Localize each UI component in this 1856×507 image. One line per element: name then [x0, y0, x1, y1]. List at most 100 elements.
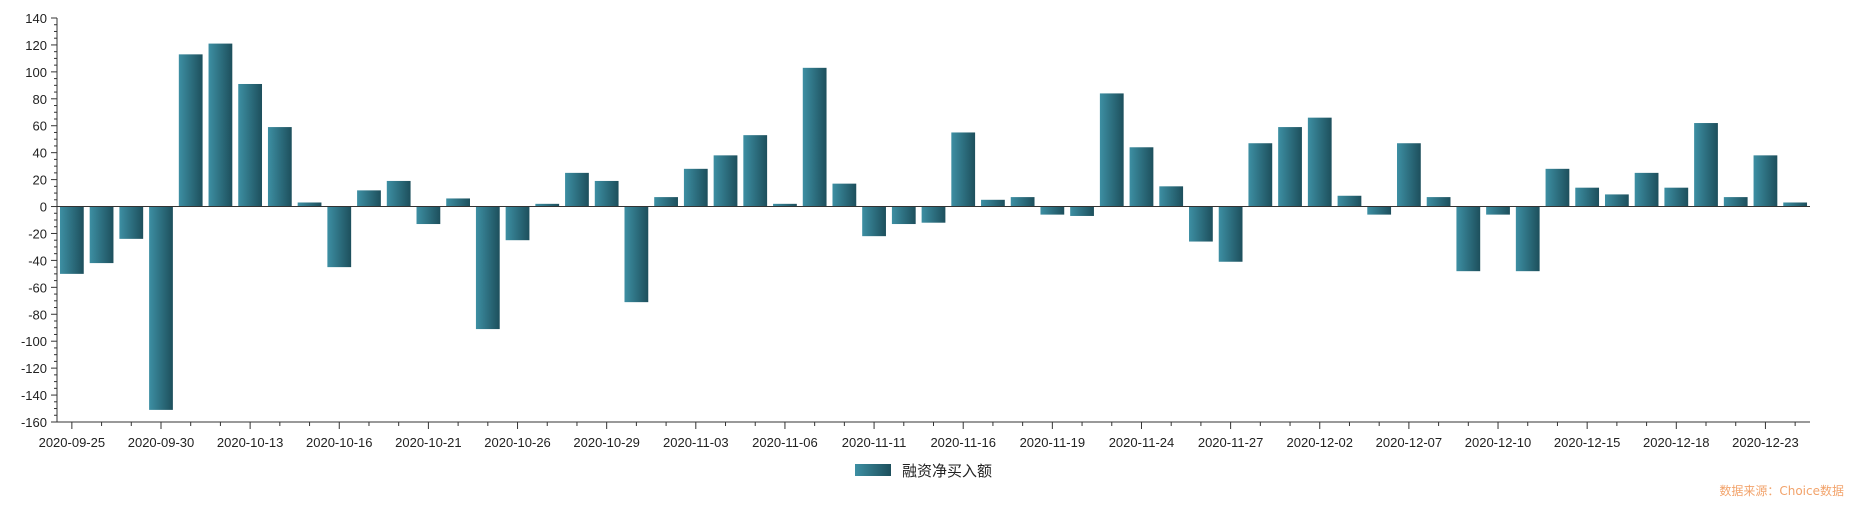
- bar[interactable]: [1634, 172, 1659, 207]
- watermark-text: 数据来源：Choice数据: [1719, 484, 1844, 498]
- bar[interactable]: [535, 203, 560, 207]
- y-tick-label: -120: [21, 361, 47, 376]
- bar[interactable]: [951, 132, 976, 207]
- bar[interactable]: [475, 206, 500, 330]
- bar[interactable]: [1189, 206, 1213, 242]
- y-tick-label: -20: [28, 226, 47, 241]
- x-tick-label: 2020-10-16: [306, 435, 373, 450]
- x-tick-label: 2020-11-03: [663, 435, 729, 450]
- bar[interactable]: [1575, 187, 1600, 207]
- y-tick-label: 100: [25, 65, 47, 80]
- bar[interactable]: [1367, 206, 1392, 215]
- bar[interactable]: [1604, 194, 1629, 207]
- x-tick-label: 2020-11-16: [930, 435, 996, 450]
- y-tick-label: -40: [28, 253, 47, 268]
- x-tick-label: 2020-12-07: [1376, 435, 1443, 450]
- y-tick-label: 40: [33, 146, 47, 161]
- bar[interactable]: [1129, 147, 1154, 207]
- legend[interactable]: 融资净买入额: [855, 462, 992, 480]
- bar[interactable]: [1783, 202, 1808, 207]
- x-tick-label: 2020-12-15: [1554, 435, 1621, 450]
- bar[interactable]: [1278, 127, 1302, 207]
- bar[interactable]: [565, 172, 589, 207]
- bar[interactable]: [683, 168, 708, 207]
- bar[interactable]: [59, 206, 84, 274]
- bar[interactable]: [1159, 186, 1184, 207]
- y-tick-label: -160: [21, 415, 47, 430]
- bar[interactable]: [1248, 143, 1273, 207]
- bar[interactable]: [327, 206, 352, 268]
- bar[interactable]: [178, 54, 203, 207]
- y-tick-label: 0: [40, 200, 47, 215]
- bar[interactable]: [1753, 155, 1778, 207]
- bar[interactable]: [149, 206, 173, 410]
- bar[interactable]: [357, 190, 381, 207]
- x-tick-label: 2020-12-02: [1287, 435, 1354, 450]
- bar[interactable]: [832, 183, 857, 207]
- bar[interactable]: [208, 43, 233, 207]
- bar[interactable]: [862, 206, 886, 237]
- bar[interactable]: [1010, 197, 1035, 207]
- bar[interactable]: [119, 206, 144, 239]
- x-axis: 2020-09-25 2020-09-30 2020-10-13 2020-10-16…: [39, 421, 1810, 450]
- bar[interactable]: [1040, 206, 1065, 215]
- bars: [57, 43, 1810, 410]
- y-tick-label: -60: [28, 280, 47, 295]
- bar[interactable]: [1515, 206, 1540, 272]
- bar[interactable]: [713, 155, 738, 207]
- bar[interactable]: [654, 197, 678, 207]
- x-tick-label: 2020-09-30: [128, 435, 195, 450]
- bar[interactable]: [446, 198, 470, 207]
- bar[interactable]: [1070, 206, 1094, 216]
- bar[interactable]: [921, 206, 946, 223]
- x-tick-label: 2020-10-29: [573, 435, 640, 450]
- y-tick-label: 120: [25, 38, 47, 53]
- bar[interactable]: [1397, 143, 1421, 207]
- bar[interactable]: [238, 83, 263, 207]
- x-tick-label: 2020-12-18: [1643, 435, 1710, 450]
- bar[interactable]: [267, 127, 292, 207]
- bar[interactable]: [1426, 197, 1451, 207]
- bar[interactable]: [1456, 206, 1481, 272]
- bar[interactable]: [594, 180, 619, 207]
- bar[interactable]: [743, 135, 768, 207]
- bar[interactable]: [1486, 206, 1510, 215]
- y-tick-label: -80: [28, 307, 47, 322]
- bar[interactable]: [1545, 168, 1570, 207]
- x-tick-label: 2020-11-24: [1109, 435, 1175, 450]
- legend-label: 融资净买入额: [902, 462, 992, 480]
- x-tick-label: 2020-11-27: [1198, 435, 1264, 450]
- y-tick-label: 60: [33, 119, 47, 134]
- y-tick-label: 80: [33, 92, 47, 107]
- bar[interactable]: [981, 199, 1005, 207]
- y-tick-label: 20: [33, 173, 47, 188]
- bar[interactable]: [89, 206, 114, 264]
- bar[interactable]: [624, 206, 649, 303]
- bar[interactable]: [1337, 195, 1362, 207]
- bar[interactable]: [386, 180, 411, 207]
- x-tick-label: 2020-10-21: [395, 435, 462, 450]
- bar[interactable]: [1218, 206, 1243, 262]
- x-tick-label: 2020-10-13: [217, 435, 284, 450]
- bar[interactable]: [1723, 197, 1748, 207]
- bar[interactable]: [297, 202, 322, 207]
- y-tick-label: -100: [21, 334, 47, 349]
- bar[interactable]: [802, 67, 827, 207]
- y-axis: 140 120 100 80 60 40 20 0 -20 -40 -60 -80 -100 -120 -1…: [21, 11, 58, 430]
- bar[interactable]: [416, 206, 441, 225]
- bar[interactable]: [891, 206, 916, 225]
- bar[interactable]: [505, 206, 530, 241]
- bar[interactable]: [1307, 117, 1332, 207]
- x-tick-label: 2020-11-06: [752, 435, 818, 450]
- bar[interactable]: [1694, 123, 1718, 207]
- bar[interactable]: [1099, 93, 1124, 207]
- x-tick-label: 2020-12-10: [1465, 435, 1532, 450]
- bar[interactable]: [773, 203, 797, 207]
- legend-swatch: [855, 464, 891, 476]
- x-tick-label: 2020-11-19: [1020, 435, 1086, 450]
- x-tick-label: 2020-09-25: [39, 435, 106, 450]
- y-tick-label: -140: [21, 388, 47, 403]
- bar[interactable]: [1664, 187, 1689, 207]
- y-tick-label: 140: [25, 11, 47, 26]
